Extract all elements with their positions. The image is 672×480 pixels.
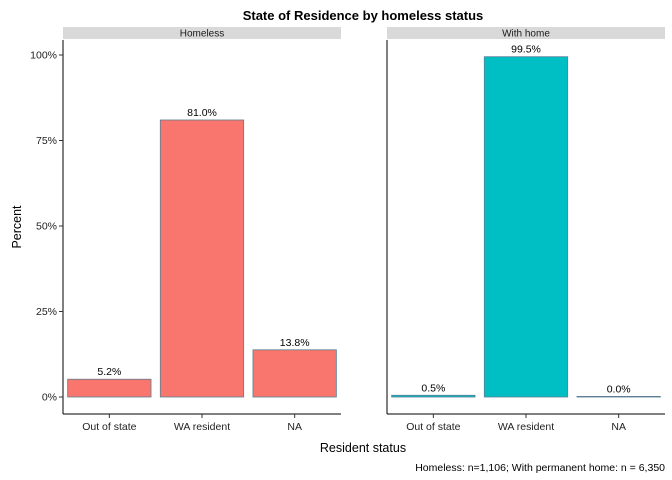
bar xyxy=(67,378,152,398)
x-tick-label: Out of state xyxy=(82,421,136,433)
bar-value-label: 0.5% xyxy=(421,382,445,394)
bar xyxy=(483,56,569,398)
x-tick-label: Out of state xyxy=(406,421,460,433)
bar xyxy=(159,119,245,398)
y-tick-label: 25% xyxy=(36,306,57,318)
facet-panel: Homeless 5.2% Out of state 81.0% WA resident… xyxy=(62,27,341,433)
bar-value-label: 0.0% xyxy=(607,383,631,395)
bar xyxy=(391,394,476,398)
y-axis: 0% 25% 50% 75% 100% xyxy=(30,50,63,404)
y-axis-title: Percent xyxy=(10,205,24,249)
bar xyxy=(252,349,337,398)
facet-strip-label: With home xyxy=(502,29,550,40)
bar-value-label: 99.5% xyxy=(511,44,541,56)
bar xyxy=(576,395,661,398)
chart-caption: Homeless: n=1,106; With permanent home: … xyxy=(415,462,665,474)
x-tick-label: WA resident xyxy=(174,421,230,433)
facet-panels: Homeless 5.2% Out of state 81.0% WA resident… xyxy=(62,27,665,433)
facet-panel: With home 0.5% Out of state 99.5% WA residen… xyxy=(386,27,665,433)
x-tick-label: WA resident xyxy=(498,421,554,433)
chart-title: State of Residence by homeless status xyxy=(243,8,484,23)
bar-value-label: 13.8% xyxy=(280,337,310,349)
bar-value-label: 5.2% xyxy=(97,366,121,378)
y-tick-label: 0% xyxy=(42,392,57,404)
x-axis-title: Resident status xyxy=(320,441,406,455)
facet-strip xyxy=(63,27,341,39)
y-tick-label: 75% xyxy=(36,135,57,147)
x-tick-label: NA xyxy=(287,421,302,433)
bar-value-label: 81.0% xyxy=(187,107,217,119)
x-tick-label: NA xyxy=(611,421,626,433)
y-tick-label: 50% xyxy=(36,221,57,233)
y-tick-label: 100% xyxy=(30,50,57,62)
facet-strip xyxy=(387,27,665,39)
facet-strip-label: Homeless xyxy=(180,29,224,40)
